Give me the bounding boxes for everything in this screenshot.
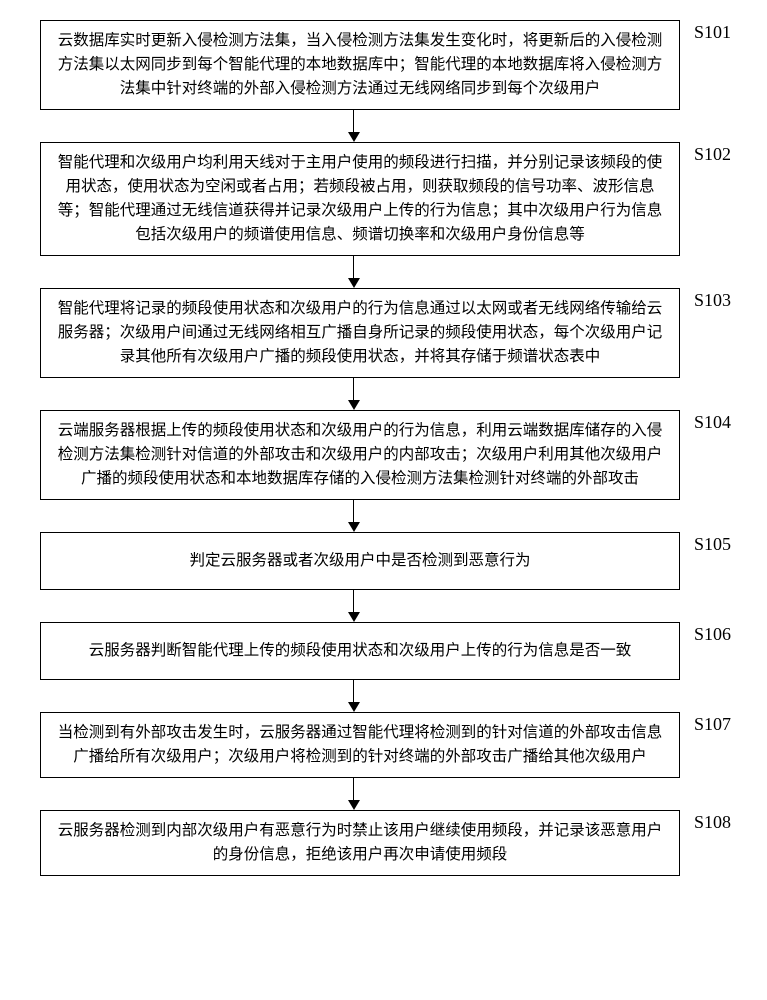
step-row: 云服务器检测到内部次级用户有恶意行为时禁止该用户继续使用频段，并记录该恶意用户的… <box>10 810 757 876</box>
step-row: 智能代理将记录的频段使用状态和次级用户的行为信息通过以太网或者无线网络传输给云服… <box>10 288 757 378</box>
flow-arrow <box>348 680 360 712</box>
flow-arrow <box>348 378 360 410</box>
step-box: 云服务器检测到内部次级用户有恶意行为时禁止该用户继续使用频段，并记录该恶意用户的… <box>40 810 680 876</box>
step-row: 云数据库实时更新入侵检测方法集，当入侵检测方法集发生变化时，将更新后的入侵检测方… <box>10 20 757 110</box>
step-label: S104 <box>694 410 731 433</box>
step-box: 当检测到有外部攻击发生时，云服务器通过智能代理将检测到的针对信道的外部攻击信息广… <box>40 712 680 778</box>
step-label: S102 <box>694 142 731 165</box>
step-label: S108 <box>694 810 731 833</box>
step-row: 当检测到有外部攻击发生时，云服务器通过智能代理将检测到的针对信道的外部攻击信息广… <box>10 712 757 778</box>
step-box: 智能代理和次级用户均利用天线对于主用户使用的频段进行扫描，并分别记录该频段的使用… <box>40 142 680 256</box>
step-box: 云服务器判断智能代理上传的频段使用状态和次级用户上传的行为信息是否一致 <box>40 622 680 680</box>
step-row: 云服务器判断智能代理上传的频段使用状态和次级用户上传的行为信息是否一致 S106 <box>10 622 757 680</box>
step-box: 云端服务器根据上传的频段使用状态和次级用户的行为信息，利用云端数据库储存的入侵检… <box>40 410 680 500</box>
step-row: 智能代理和次级用户均利用天线对于主用户使用的频段进行扫描，并分别记录该频段的使用… <box>10 142 757 256</box>
step-row: 判定云服务器或者次级用户中是否检测到恶意行为 S105 <box>10 532 757 590</box>
flow-arrow <box>348 778 360 810</box>
flow-arrow <box>348 110 360 142</box>
step-box: 云数据库实时更新入侵检测方法集，当入侵检测方法集发生变化时，将更新后的入侵检测方… <box>40 20 680 110</box>
step-row: 云端服务器根据上传的频段使用状态和次级用户的行为信息，利用云端数据库储存的入侵检… <box>10 410 757 500</box>
flow-arrow <box>348 500 360 532</box>
flow-arrow <box>348 590 360 622</box>
step-label: S101 <box>694 20 731 43</box>
step-label: S107 <box>694 712 731 735</box>
flow-arrow <box>348 256 360 288</box>
step-label: S103 <box>694 288 731 311</box>
step-box: 判定云服务器或者次级用户中是否检测到恶意行为 <box>40 532 680 590</box>
step-label: S105 <box>694 532 731 555</box>
step-label: S106 <box>694 622 731 645</box>
flowchart: 云数据库实时更新入侵检测方法集，当入侵检测方法集发生变化时，将更新后的入侵检测方… <box>10 20 757 876</box>
step-box: 智能代理将记录的频段使用状态和次级用户的行为信息通过以太网或者无线网络传输给云服… <box>40 288 680 378</box>
